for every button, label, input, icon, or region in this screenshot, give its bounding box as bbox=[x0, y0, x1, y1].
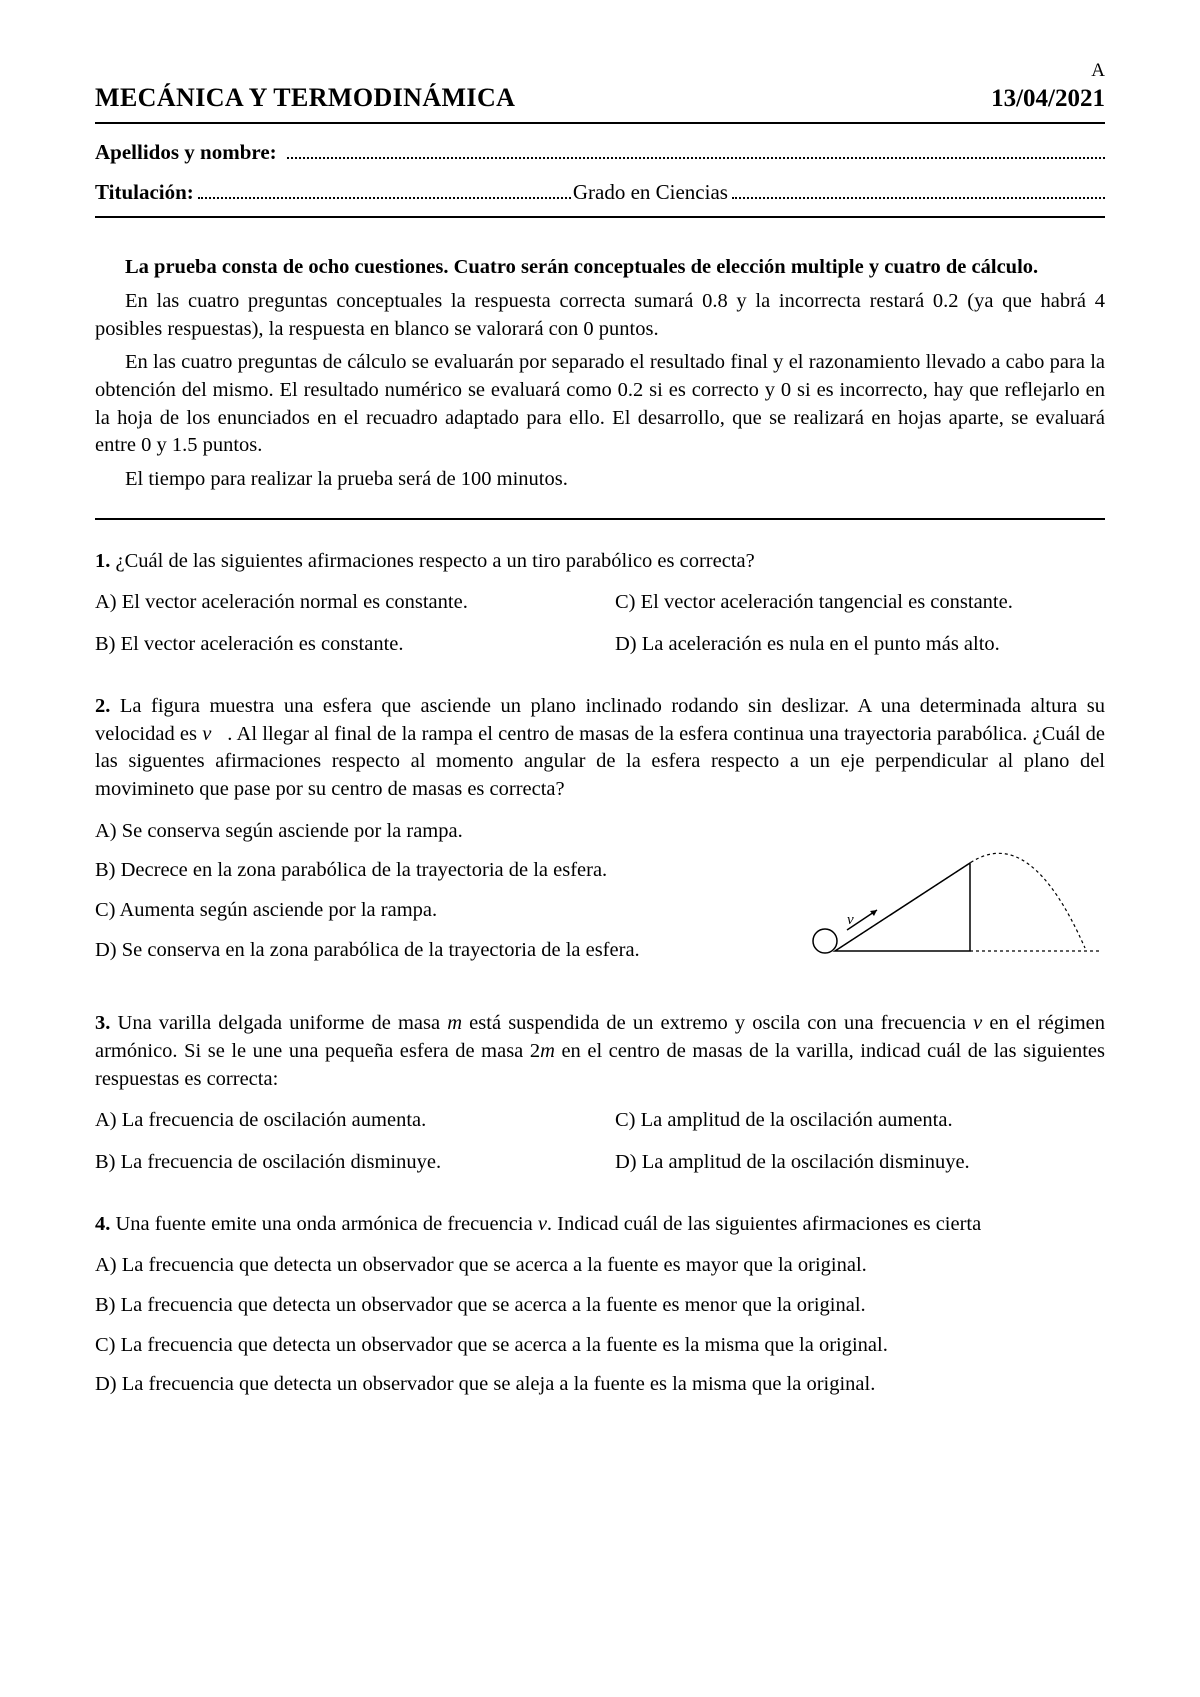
titulacion-row: Titulación: Grado en Ciencias bbox=[95, 178, 1105, 218]
q1-opt-c: C) El vector aceleración tangencial es c… bbox=[615, 589, 1105, 617]
instructions-block: La prueba consta de ocho cuestiones. Cua… bbox=[95, 254, 1105, 519]
q4-pre: Una fuente emite una onda armónica de fr… bbox=[116, 1213, 538, 1235]
titulacion-dots-left bbox=[198, 180, 571, 199]
q2-opt-c: C) Aumenta según asciende por la rampa. bbox=[95, 897, 785, 925]
titulacion-dots-right bbox=[732, 180, 1105, 199]
course-title: MECÁNICA Y TERMODINÁMICA bbox=[95, 80, 515, 115]
q3-opt-a: A) La frecuencia de oscilación aumenta. bbox=[95, 1107, 585, 1135]
q3-mid1: está suspendida de un extremo y oscila c… bbox=[462, 1012, 973, 1034]
question-1: 1. ¿Cuál de las siguientes afirmaciones … bbox=[95, 548, 1105, 659]
q1-body: ¿Cuál de las siguientes afirmaciones res… bbox=[116, 550, 755, 572]
q2-text: 2. La figura muestra una esfera que asci… bbox=[95, 693, 1105, 804]
instructions-p1: En las cuatro preguntas conceptuales la … bbox=[95, 288, 1105, 343]
title-row: MECÁNICA Y TERMODINÁMICA 13/04/2021 bbox=[95, 80, 1105, 124]
instructions-p3: El tiempo para realizar la prueba será d… bbox=[95, 466, 1105, 494]
q1-number: 1. bbox=[95, 550, 110, 572]
q2-options: A) Se conserva según asciende por la ram… bbox=[95, 818, 785, 977]
q3-nu: ν bbox=[973, 1012, 982, 1034]
sphere-icon bbox=[813, 929, 837, 953]
question-2: 2. La figura muestra una esfera que asci… bbox=[95, 693, 1105, 976]
q4-text: 4. Una fuente emite una onda armónica de… bbox=[95, 1211, 1105, 1239]
q4-options: A) La frecuencia que detecta un observad… bbox=[95, 1252, 1105, 1399]
q1-opt-b: B) El vector aceleración es constante. bbox=[95, 631, 585, 659]
q3-opt-b: B) La frecuencia de oscilación disminuye… bbox=[95, 1149, 585, 1177]
q3-opt-d: D) La amplitud de la oscilación disminuy… bbox=[615, 1149, 1105, 1177]
q2-body-row: A) Se conserva según asciende por la ram… bbox=[95, 818, 1105, 977]
q3-opt-c: C) La amplitud de la oscilación aumenta. bbox=[615, 1107, 1105, 1135]
titulacion-value: Grado en Ciencias bbox=[571, 178, 730, 206]
q3-m2: m bbox=[540, 1040, 555, 1062]
q4-post: . Indicad cuál de las siguientes afirmac… bbox=[547, 1213, 981, 1235]
name-dots bbox=[287, 140, 1105, 159]
q4-number: 4. bbox=[95, 1213, 110, 1235]
question-4: 4. Una fuente emite una onda armónica de… bbox=[95, 1211, 1105, 1399]
q1-options: A) El vector aceleración normal es const… bbox=[95, 589, 1105, 658]
q3-pre: Una varilla delgada uniforme de masa bbox=[118, 1012, 448, 1034]
q4-opt-a: A) La frecuencia que detecta un observad… bbox=[95, 1252, 1105, 1280]
q2-v-vector: v⃗ bbox=[202, 723, 227, 745]
q2-figure: v⃗ bbox=[805, 818, 1105, 977]
instructions-lead: La prueba consta de ocho cuestiones. Cua… bbox=[95, 254, 1105, 282]
q4-opt-d: D) La frecuencia que detecta un observad… bbox=[95, 1371, 1105, 1399]
q3-options: A) La frecuencia de oscilación aumenta. … bbox=[95, 1107, 1105, 1176]
q1-text: 1. ¿Cuál de las siguientes afirmaciones … bbox=[95, 548, 1105, 576]
ramp-triangle bbox=[835, 863, 970, 951]
q4-opt-c: C) La frecuencia que detecta un observad… bbox=[95, 1332, 1105, 1360]
velocity-arrow-head bbox=[870, 910, 877, 916]
instructions-p2: En las cuatro preguntas de cálculo se ev… bbox=[95, 349, 1105, 460]
q4-opt-b: B) La frecuencia que detecta un observad… bbox=[95, 1292, 1105, 1320]
ramp-svg: v⃗ bbox=[805, 818, 1105, 968]
titulacion-label: Titulación: bbox=[95, 178, 194, 206]
exam-date: 13/04/2021 bbox=[991, 82, 1105, 116]
variant-letter: A bbox=[1091, 58, 1105, 84]
q1-opt-d: D) La aceleración es nula en el punto má… bbox=[615, 631, 1105, 659]
name-row: Apellidos y nombre: bbox=[95, 138, 1105, 166]
trajectory-path bbox=[835, 853, 1085, 951]
q4-nu: ν bbox=[538, 1213, 547, 1235]
q1-opt-a: A) El vector aceleración normal es const… bbox=[95, 589, 585, 617]
q2-opt-a: A) Se conserva según asciende por la ram… bbox=[95, 818, 785, 846]
q2-body-post: . Al llegar al final de la rampa el cent… bbox=[95, 723, 1105, 800]
q3-m: m bbox=[447, 1012, 462, 1034]
q3-number: 3. bbox=[95, 1012, 110, 1034]
q2-number: 2. bbox=[95, 695, 110, 717]
question-3: 3. Una varilla delgada uniforme de masa … bbox=[95, 1010, 1105, 1176]
q3-text: 3. Una varilla delgada uniforme de masa … bbox=[95, 1010, 1105, 1093]
q2-opt-b: B) Decrece en la zona parabólica de la t… bbox=[95, 857, 785, 885]
page-header: A MECÁNICA Y TERMODINÁMICA 13/04/2021 Ap… bbox=[95, 80, 1105, 218]
velocity-label: v⃗ bbox=[847, 912, 865, 928]
name-label: Apellidos y nombre: bbox=[95, 138, 277, 166]
q2-opt-d: D) Se conserva en la zona parabólica de … bbox=[95, 937, 785, 965]
